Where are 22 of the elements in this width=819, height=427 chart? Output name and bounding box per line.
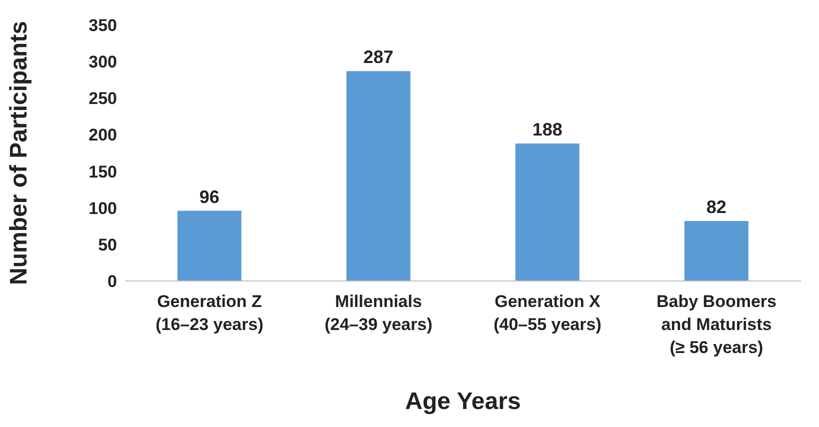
x-tick-label: Generation Z (16–23 years) bbox=[156, 292, 264, 334]
y-tick-label: 150 bbox=[88, 162, 117, 182]
y-tick-label: 0 bbox=[108, 272, 117, 292]
bar bbox=[177, 210, 242, 281]
y-tick-label: 300 bbox=[88, 52, 117, 72]
x-tick-label: Baby Boomers and Maturists (≥ 56 years) bbox=[656, 292, 776, 357]
y-tick-label: 50 bbox=[98, 235, 117, 254]
bar bbox=[346, 71, 410, 281]
bar bbox=[515, 143, 580, 281]
data-label: 188 bbox=[532, 119, 562, 140]
data-label: 82 bbox=[706, 197, 726, 218]
y-tick-label: 350 bbox=[88, 16, 117, 36]
data-label: 96 bbox=[199, 186, 220, 207]
y-tick-label: 200 bbox=[88, 126, 117, 145]
y-tick-label: 100 bbox=[88, 198, 117, 218]
data-label: 287 bbox=[363, 47, 394, 68]
bar bbox=[684, 221, 748, 281]
y-tick-label: 250 bbox=[88, 89, 117, 108]
y-axis-title: Number of Participants bbox=[6, 20, 33, 286]
x-axis-title: Age Years bbox=[405, 388, 521, 415]
x-tick-label: Millennials (24–39 years) bbox=[324, 292, 432, 334]
x-tick-label: Generation X (40–55 years) bbox=[494, 292, 602, 334]
